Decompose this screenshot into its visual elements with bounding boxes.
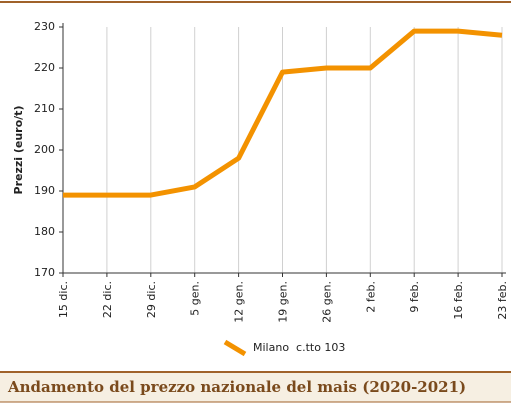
legend-label: Milano c.tto 103 bbox=[253, 341, 345, 354]
x-tick-label: 19 gen. bbox=[277, 281, 290, 323]
chart-title: Andamento del prezzo nazionale del mais … bbox=[7, 378, 466, 396]
x-tick-label: 26 gen. bbox=[320, 281, 333, 323]
x-tick-label: 22 dic. bbox=[101, 281, 114, 318]
data-line bbox=[63, 28, 503, 198]
x-tick-label: 12 gen. bbox=[233, 281, 246, 323]
y-tick-label: 190 bbox=[34, 184, 55, 197]
y-tick-label: 210 bbox=[34, 102, 55, 115]
x-tick-label: 29 dic. bbox=[145, 281, 158, 318]
x-tick-label: 23 feb. bbox=[496, 281, 509, 320]
x-tick-label: 16 feb. bbox=[452, 281, 465, 320]
x-tick-label: 5 gen. bbox=[189, 281, 202, 316]
y-tick-label: 200 bbox=[34, 143, 55, 156]
legend-swatch bbox=[223, 339, 247, 357]
y-axis-label: Prezzi (euro/t) bbox=[12, 106, 25, 195]
title-band bbox=[0, 372, 511, 402]
y-tick-label: 230 bbox=[34, 20, 55, 33]
y-tick-label: 180 bbox=[34, 225, 55, 238]
x-tick-label: 9 feb. bbox=[408, 281, 421, 313]
x-tick-label: 15 dic. bbox=[57, 281, 70, 318]
y-tick-label: 220 bbox=[34, 61, 55, 74]
y-tick-label: 170 bbox=[34, 266, 55, 279]
x-tick-label: 2 feb. bbox=[364, 281, 377, 313]
